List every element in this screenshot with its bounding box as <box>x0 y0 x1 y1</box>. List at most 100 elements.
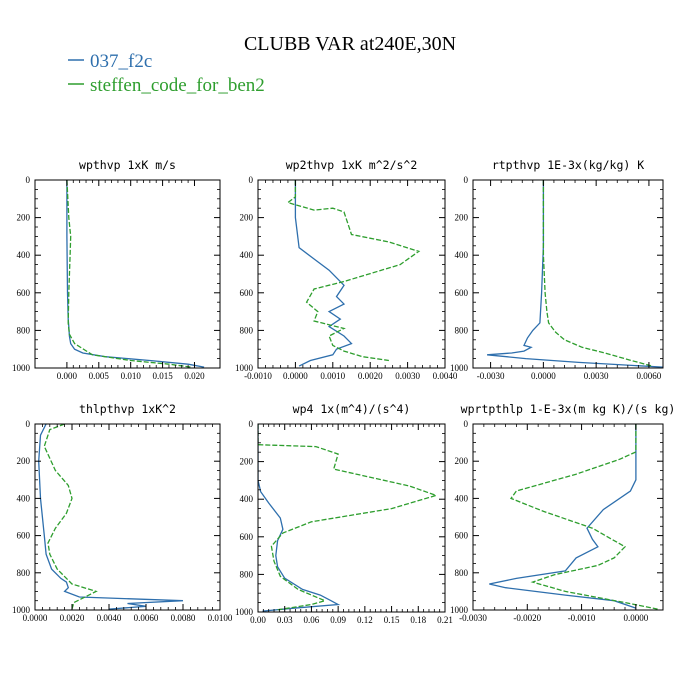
series-line-1 <box>258 424 341 612</box>
y-tick-label: 1000 <box>235 607 254 617</box>
x-tick-label: 0.0080 <box>171 613 196 623</box>
x-tick-label: 0.12 <box>357 615 373 625</box>
x-tick-label: 0.06 <box>304 615 320 625</box>
y-tick-label: 0 <box>26 175 31 185</box>
x-tick-label: 0.0000 <box>623 613 648 623</box>
y-tick-label: 400 <box>240 250 254 260</box>
panel-5: wp4 1x(m^4)/(s^4) 0.00 0.03 0.06 0.09 0.12 0.1… <box>235 402 453 625</box>
legend-item-1: 037_f2c <box>68 51 152 72</box>
y-tick-label: 600 <box>240 532 254 542</box>
series-line-2 <box>286 180 421 362</box>
y-tick-label: 400 <box>240 494 254 504</box>
x-tick-label: 0.010 <box>121 371 142 381</box>
x-tick-label: 0.0020 <box>60 613 85 623</box>
x-tick-label: 0.0060 <box>134 613 159 623</box>
y-tick-label: 0 <box>249 419 254 429</box>
y-tick-label: 600 <box>17 531 31 541</box>
x-tick-label: -0.0010 <box>244 371 272 381</box>
series-line-1 <box>38 424 184 610</box>
y-tick-label: 600 <box>17 288 31 298</box>
y-tick-label: 200 <box>17 213 31 223</box>
y-tick-label: 200 <box>455 456 469 466</box>
x-tick-label: -0.0020 <box>513 613 541 623</box>
y-tick-label: 1000 <box>235 363 254 373</box>
y-tick-label: 400 <box>455 493 469 503</box>
legend-item-2: steffen_code_for_ben2 <box>68 75 265 96</box>
x-tick-label: 0.0010 <box>320 371 345 381</box>
x-tick-label: 0.0020 <box>358 371 383 381</box>
plot-frame <box>34 423 221 611</box>
y-tick-label: 1000 <box>12 363 31 373</box>
x-tick-label: -0.0030 <box>477 371 505 381</box>
y-tick-label: 0 <box>464 175 469 185</box>
series-line-2 <box>66 180 192 368</box>
x-tick-label: 0.0000 <box>531 371 556 381</box>
x-tick-label: 0.000 <box>57 371 78 381</box>
x-tick-label: 0.020 <box>184 371 205 381</box>
panel-title: rtpthvp 1E-3x(kg/kg) K <box>492 158 644 172</box>
y-tick-label: 0 <box>26 419 31 429</box>
x-tick-label: 0.15 <box>384 615 400 625</box>
series-line-2 <box>43 424 98 610</box>
y-tick-label: 400 <box>455 250 469 260</box>
y-tick-label: 400 <box>17 493 31 503</box>
y-tick-label: 600 <box>455 288 469 298</box>
x-tick-label: 0.0030 <box>395 371 420 381</box>
y-tick-label: 1000 <box>12 605 31 615</box>
x-tick-label: 0.03 <box>277 615 293 625</box>
y-tick-label: 200 <box>17 456 31 466</box>
panel-title: wp4 1x(m^4)/(s^4) <box>293 402 411 416</box>
x-tick-label: 0.0040 <box>97 613 122 623</box>
x-tick-label: 0.005 <box>89 371 110 381</box>
y-tick-label: 200 <box>240 457 254 467</box>
series-line-2 <box>509 424 658 610</box>
x-tick-label: 0.015 <box>152 371 173 381</box>
x-tick-label: -0.0010 <box>568 613 596 623</box>
legend-label-2: steffen_code_for_ben2 <box>90 75 265 96</box>
series-line-1 <box>294 180 353 367</box>
y-tick-label: 400 <box>17 250 31 260</box>
y-tick-label: 800 <box>455 568 469 578</box>
x-tick-label: 0.0000 <box>23 613 48 623</box>
figure-title: CLUBB VAR at240E,30N <box>244 33 456 55</box>
panel-6: wprtpthlp 1-E-3x(m kg K)/(s kg) -0.0030 -0… <box>450 402 675 623</box>
x-tick-label: 0.0000 <box>283 371 308 381</box>
y-tick-label: 800 <box>455 325 469 335</box>
panel-4: thlpthvp 1xK^2 0.0000 0.0020 0.0040 0.0060 0.… <box>12 402 233 623</box>
panel-1: wpthvp 1xK m/s 0.000 0.005 0.010 0.015 0.020 0… <box>12 158 221 381</box>
y-tick-label: 800 <box>17 568 31 578</box>
x-tick-label: 0.21 <box>437 615 453 625</box>
panel-title: wpthvp 1xK m/s <box>79 158 176 172</box>
x-tick-label: 0.0030 <box>584 371 609 381</box>
legend: 037_f2c steffen_code_for_ben2 <box>68 51 265 96</box>
y-tick-label: 800 <box>240 325 254 335</box>
plot-frame <box>257 423 446 613</box>
x-tick-label: -0.0030 <box>459 613 487 623</box>
plot-frame <box>472 179 664 369</box>
panel-title: wp2thvp 1xK m^2/s^2 <box>286 158 418 172</box>
y-tick-label: 1000 <box>450 605 469 615</box>
plot-frame <box>257 179 446 369</box>
series-line-1 <box>487 180 663 368</box>
y-tick-label: 800 <box>240 569 254 579</box>
x-tick-label: 0.0060 <box>637 371 662 381</box>
y-tick-label: 200 <box>455 213 469 223</box>
panel-3: rtpthvp 1E-3x(kg/kg) K -0.0030 0.0000 0.003… <box>450 158 664 381</box>
series-line-2 <box>258 424 439 611</box>
series-line-2 <box>542 180 653 367</box>
x-tick-label: 0.0040 <box>433 371 458 381</box>
panel-2: wp2thvp 1xK m^2/s^2 -0.0010 0.0000 0.0010 0.… <box>235 158 458 381</box>
panel-title: thlpthvp 1xK^2 <box>79 402 176 416</box>
y-tick-label: 0 <box>249 175 254 185</box>
x-tick-label: 0.0100 <box>208 613 233 623</box>
series-line-1 <box>66 180 205 368</box>
y-tick-label: 0 <box>464 419 469 429</box>
x-tick-label: 0.18 <box>410 615 426 625</box>
y-tick-label: 200 <box>240 213 254 223</box>
y-tick-label: 600 <box>455 531 469 541</box>
y-tick-label: 800 <box>17 325 31 335</box>
panel-title: wprtpthlp 1-E-3x(m kg K)/(s kg) <box>461 402 676 416</box>
x-tick-label: 0.09 <box>330 615 346 625</box>
series-line-1 <box>489 424 637 609</box>
